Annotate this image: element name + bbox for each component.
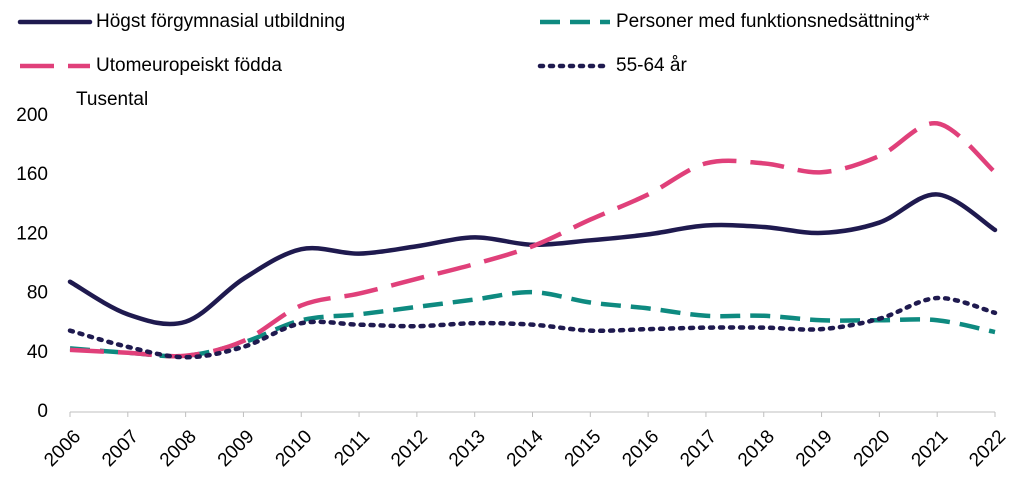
legend-label: 55-64 år — [616, 55, 687, 76]
y-tick-label: 200 — [16, 105, 48, 126]
y-tick-label: 0 — [37, 401, 48, 422]
x-tick-label: 2011 — [330, 426, 374, 470]
x-tick-label: 2014 — [503, 426, 548, 471]
x-tick-label: 2015 — [561, 426, 606, 471]
y-axis-label: Tusental — [76, 89, 148, 110]
legend-label: Högst förgymnasial utbildning — [96, 11, 345, 32]
y-tick-label: 160 — [16, 164, 48, 185]
x-tick-label: 2008 — [156, 426, 201, 471]
x-tick-label: 2009 — [214, 426, 259, 471]
legend-label: Utomeuropeiskt födda — [96, 55, 282, 76]
legend-label: Personer med funktionsnedsättning** — [616, 11, 930, 32]
y-tick-label: 120 — [16, 223, 48, 244]
x-tick-label: 2016 — [618, 426, 663, 471]
x-tick-label: 2017 — [676, 426, 721, 471]
line-series — [69, 121, 997, 359]
x-tick-label: 2006 — [40, 426, 85, 471]
x-tick-label: 2019 — [792, 426, 837, 471]
y-tick-label: 40 — [27, 342, 48, 363]
x-tick-label: 2007 — [98, 426, 143, 471]
x-tick-label: 2020 — [850, 426, 895, 471]
line-series — [67, 192, 998, 327]
x-tick-label: 2012 — [387, 426, 432, 471]
line-series — [67, 295, 998, 360]
x-tick-label: 2021 — [908, 426, 953, 471]
y-tick-label: 80 — [27, 283, 48, 304]
x-tick-label: 2022 — [965, 426, 1010, 471]
x-tick-label: 2018 — [734, 426, 779, 471]
x-tick-label: 2013 — [445, 426, 490, 471]
x-tick-label: 2010 — [272, 426, 317, 471]
